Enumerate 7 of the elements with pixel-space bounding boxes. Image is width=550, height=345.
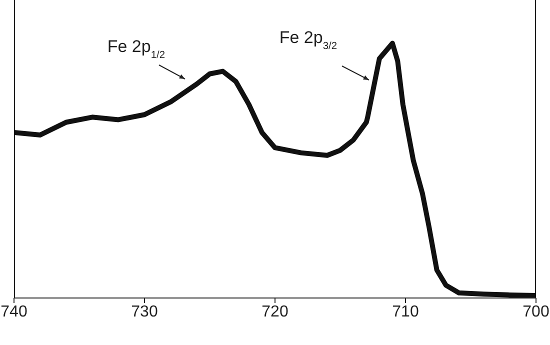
x-tick-label: 700 [522,303,550,320]
annotation: Fe 2p$_{1/2}$ [107,37,166,60]
x-tick-label: 730 [131,303,158,320]
annotation: Fe 2p$_{3/2}$ [279,28,338,52]
x-tick-label: 710 [392,303,419,320]
x-tick-label: 720 [262,303,288,320]
x-tick-label: 740 [0,303,28,320]
